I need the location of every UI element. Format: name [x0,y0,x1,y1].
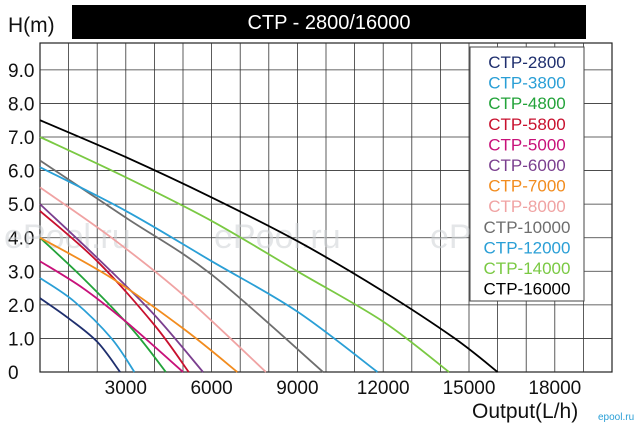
y-tick-label: 4.0 [8,229,34,250]
legend-entry-ctp-10000: CTP-10000 [484,218,571,237]
legend-entry-ctp-16000: CTP-16000 [484,280,571,299]
series-line-ctp-8000 [39,186,267,373]
x-tick-labels: 3000 6000 9000 12000 15000 18000 [105,378,582,399]
title-bar: CTP - 2800/16000 [72,5,586,39]
x-tick-label: 12000 [357,378,410,399]
legend-entry-ctp-3800: CTP-3800 [488,74,565,93]
y-tick-label: 7.0 [8,128,34,149]
legend-box [469,46,585,302]
x-tick-label: 3000 [105,378,147,399]
y-tick-label: 2.0 [8,296,34,317]
y-tick-label: 8.0 [8,94,34,115]
y-tick-label: 6.0 [8,162,34,183]
y-tick-label: 3.0 [8,262,34,283]
series-line-ctp-12000 [39,166,379,373]
y-tick-label: 0 [8,363,19,384]
legend-entry-ctp-4800: CTP-4800 [488,94,565,113]
chart-title: CTP - 2800/16000 [247,12,410,34]
series-line-ctp-16000 [39,119,499,373]
series-line-ctp-5000 [39,260,184,373]
y-tick-label: 5.0 [8,195,34,216]
y-axis-label: H(m) [8,14,55,37]
series-line-ctp-5800 [39,210,190,373]
x-tick-label: 15000 [443,378,496,399]
corner-watermark: epool.ru [598,412,634,423]
series-lines [39,119,499,373]
x-tick-label: 9000 [276,378,318,399]
legend-entry-ctp-12000: CTP-12000 [484,238,571,257]
legend-entry-ctp-7000: CTP-7000 [488,177,565,196]
legend-entry-ctp-5800: CTP-5800 [488,115,565,134]
y-tick-label: 9.0 [8,61,34,82]
series-line-ctp-4800 [39,237,167,373]
watermark-text: ePool.ru [214,218,341,256]
legend-entry-ctp-2800: CTP-2800 [488,53,565,72]
x-tick-label: 6000 [190,378,232,399]
series-line-ctp-2800 [39,297,121,373]
series-line-ctp-3800 [39,277,136,373]
y-tick-label: 1.0 [8,329,34,350]
series-line-ctp-10000 [39,159,324,373]
series-line-ctp-6000 [39,203,204,373]
legend-entry-ctp-8000: CTP-8000 [488,197,565,216]
legend-entry-ctp-14000: CTP-14000 [484,259,571,278]
legend-entry-ctp-5000: CTP-5000 [488,135,565,154]
series-line-ctp-7000 [39,236,238,373]
y-tick-labels: 0 1.0 2.0 3.0 4.0 5.0 6.0 7.0 8.0 9.0 [8,61,34,384]
series-line-ctp-14000 [39,136,450,373]
title-background [72,5,586,39]
x-axis-label: Output(L/h) [472,400,578,423]
legend-entry-ctp-6000: CTP-6000 [488,156,565,175]
x-tick-label: 18000 [528,378,581,399]
